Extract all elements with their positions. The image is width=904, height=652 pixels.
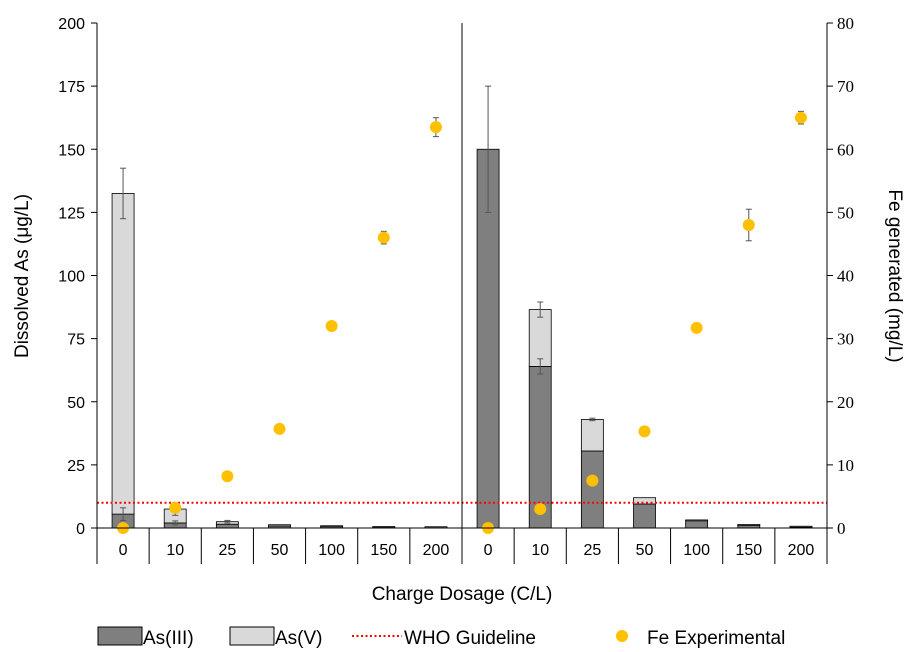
y-tick-label-left-8: 200 (58, 16, 85, 33)
bar-as5-12 (737, 524, 761, 526)
legend-label-as3: As(III) (143, 628, 194, 649)
legend-swatch-as5 (229, 626, 275, 646)
x-tick-label-0: 0 (119, 542, 128, 559)
x-axis-label: Charge Dosage (C/L) (372, 584, 553, 605)
y-tick-label-right-5: 50 (837, 203, 854, 222)
x-tick-label-5: 150 (370, 542, 397, 559)
fe-point-10 (638, 425, 651, 438)
y-tick-label-left-1: 25 (67, 458, 85, 475)
fe-point-6 (429, 121, 442, 134)
legend-swatch-as3 (97, 626, 143, 646)
error-as3-8 (537, 358, 544, 375)
error-as5-9 (589, 417, 596, 422)
fe-point-4 (325, 320, 338, 332)
bar-as3-9 (580, 450, 604, 529)
x-tick-label-4: 100 (318, 542, 345, 559)
bar-as3-11 (685, 520, 709, 529)
y-tick-label-left-3: 75 (67, 332, 85, 349)
error-as5-0 (120, 167, 127, 220)
y-tick-label-left-4: 100 (58, 269, 85, 286)
x-tick-label-12: 150 (735, 542, 762, 559)
bar-as5-10 (633, 497, 656, 505)
bar-as5-11 (685, 519, 709, 522)
fe-point-13 (794, 111, 807, 124)
bar-as5-8 (528, 309, 552, 367)
y-tick-label-left-0: 0 (76, 521, 85, 538)
fe-point-3 (273, 422, 286, 435)
y-axis-right-label: Fe generated (mg/L) (884, 189, 904, 362)
axes-layer (96, 23, 828, 564)
error-as5-8 (537, 301, 544, 318)
x-tick-label-2: 25 (218, 542, 236, 559)
error-bars-layer (120, 85, 596, 526)
legend-swatch-fe (616, 630, 628, 642)
error-as3-0 (120, 507, 127, 521)
fe-point-2 (221, 470, 234, 483)
bar-as3-2 (215, 523, 239, 529)
y-tick-label-right-8: 80 (837, 14, 854, 33)
y-tick-label-right-6: 60 (837, 140, 854, 159)
x-tick-label-13: 200 (788, 542, 815, 559)
y-tick-label-left-5: 125 (58, 205, 85, 222)
bar-as5-13 (789, 525, 813, 528)
error-as3-1 (172, 520, 179, 526)
x-tick-label-3: 50 (271, 542, 289, 559)
x-tick-label-7: 0 (484, 542, 493, 559)
y-tick-label-right-1: 10 (837, 456, 854, 475)
legend-label-who: WHO Guideline (404, 628, 536, 649)
fe-point-5 (377, 231, 390, 244)
bar-as5-9 (580, 419, 604, 452)
x-tick-label-8: 10 (531, 542, 549, 559)
x-tick-label-11: 100 (683, 542, 710, 559)
legend-label-fe: Fe Experimental (647, 628, 785, 649)
bar-as5-4 (320, 525, 344, 528)
error-as3-7 (485, 85, 492, 213)
y-tick-label-right-0: 0 (837, 519, 846, 538)
bar-as3-10 (633, 503, 656, 529)
fe-point-8 (534, 503, 547, 516)
bar-as5-5 (372, 526, 396, 528)
y-tick-label-right-2: 20 (837, 393, 854, 412)
y-tick-label-right-4: 40 (837, 267, 854, 286)
error-as5-2 (224, 519, 231, 524)
fe-point-11 (690, 321, 703, 334)
x-tick-label-6: 200 (423, 542, 450, 559)
fe-point-12 (742, 219, 755, 231)
x-tick-label-10: 50 (636, 542, 654, 559)
y-tick-label-left-6: 150 (58, 142, 85, 159)
fe-point-1 (169, 501, 182, 514)
fe-point-9 (586, 474, 599, 487)
bar-as5-0 (111, 193, 135, 515)
legend: As(III) As(V) WHO Guideline Fe Experimen… (97, 626, 785, 649)
y-axis-left-label: Dissolved As (μg/L) (12, 194, 33, 358)
y-tick-label-left-7: 175 (58, 79, 85, 96)
y-tick-label-right-7: 70 (837, 77, 854, 96)
y-tick-label-left-2: 50 (67, 395, 85, 412)
ticks-layer: 0255075100125150175200010203040506070800… (58, 14, 854, 564)
x-tick-label-1: 10 (166, 542, 184, 559)
x-tick-label-9: 25 (583, 542, 601, 559)
y-tick-label-right-3: 30 (837, 330, 854, 349)
bar-as5-3 (268, 524, 291, 527)
legend-label-as5: As(V) (275, 628, 323, 649)
